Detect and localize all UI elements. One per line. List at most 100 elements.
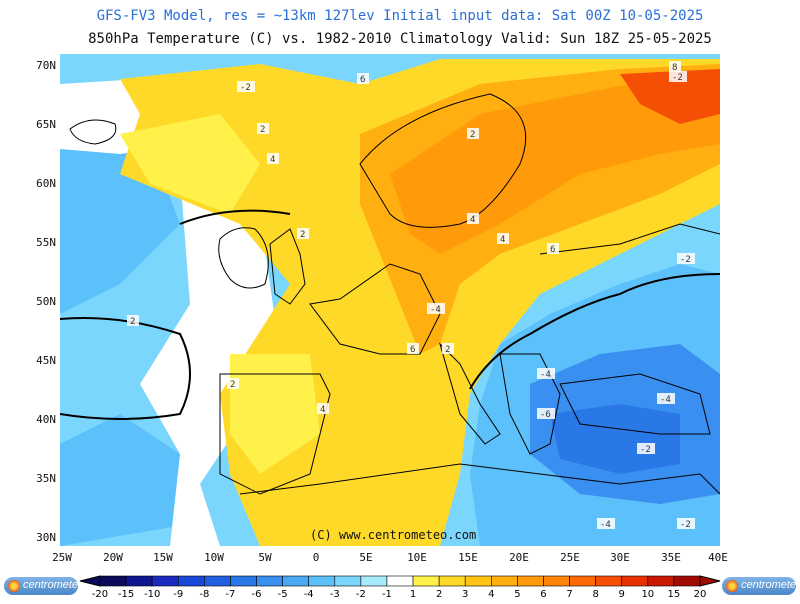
- lat-label: 70N: [36, 59, 56, 72]
- anomaly-area-neutral-2: [140, 174, 280, 546]
- lon-label: 5W: [258, 551, 272, 564]
- contour-label: -4: [540, 370, 551, 380]
- colorbar-tick-label: -10: [144, 589, 161, 600]
- anomaly-area-hot: [390, 74, 720, 254]
- field-title: 850hPa Temperature (C) vs. 1982-2010 Cli…: [88, 31, 712, 47]
- contour-label-bg: [267, 153, 279, 164]
- colorbar-segment: [204, 575, 231, 587]
- colorbar-tick-label: -6: [251, 589, 262, 600]
- brand-name: centrometeo: [23, 579, 85, 591]
- colorbar-segment: [386, 575, 414, 587]
- contour-label: 2: [470, 130, 475, 140]
- contour-label-bg: [427, 303, 445, 314]
- lat-label: 60N: [36, 177, 56, 190]
- brand-logo-icon: [726, 580, 738, 592]
- contour-label-bg: [317, 403, 329, 414]
- anomaly-area-warm-light: [120, 114, 260, 214]
- contour-label: 2: [300, 230, 305, 240]
- contour-label-bg: [467, 213, 479, 224]
- lat-label: 30N: [36, 531, 56, 544]
- contour-label: 2: [445, 345, 450, 355]
- contour-label-bg: [497, 233, 509, 244]
- colorbar-segment: [230, 575, 257, 587]
- colorbar-tick-label: -20: [91, 589, 109, 600]
- contour-label-bg: [442, 343, 454, 354]
- anomaly-area-very-hot: [620, 69, 720, 124]
- brand-logo-right: centrometeo: [722, 577, 800, 595]
- anomaly-area-coldest-se: [550, 404, 680, 474]
- brand-name: centrometeo: [741, 579, 800, 591]
- colorbar-segment: [438, 575, 466, 587]
- contour-label: 4: [270, 155, 275, 165]
- colorbar-tick-label: -5: [277, 589, 288, 600]
- colorbar-tick-label: 9: [618, 589, 625, 600]
- colorbar-tick-label: -2: [355, 589, 366, 600]
- contour-label: -2: [240, 83, 251, 93]
- colorbar-tick-label: -4: [303, 589, 314, 600]
- colorbar-segment: [543, 575, 570, 587]
- colorbar-footer: [0, 572, 800, 600]
- lon-label: 20E: [509, 551, 529, 564]
- colorbar-tick-label: 20: [693, 589, 707, 600]
- colorbar-segment: [464, 575, 492, 587]
- contour-label: 4: [500, 235, 505, 245]
- contour-label: -4: [660, 395, 671, 405]
- contour-label-bg: [407, 343, 419, 354]
- colorbar-tick-label: -7: [225, 589, 236, 600]
- lon-label: 25W: [52, 551, 72, 564]
- colorbar-segment: [256, 575, 283, 587]
- colorbar-segment: [334, 575, 362, 587]
- colorbar-segment: [673, 575, 701, 587]
- colorbar-segment: [595, 575, 623, 587]
- colorbar-tick-label: 2: [435, 589, 443, 600]
- lon-label: 5E: [359, 551, 373, 564]
- colorbar-tick-label: 5: [514, 589, 521, 600]
- contour-label: 2: [130, 317, 135, 327]
- contour-label: -6: [540, 410, 551, 420]
- contour-label-bg: [657, 393, 675, 404]
- contour-label-bg: [537, 408, 555, 419]
- lat-label: 65N: [36, 118, 56, 131]
- colorbar-segment: [412, 575, 440, 587]
- contour-label: 4: [320, 405, 325, 415]
- colorbar: [79, 575, 721, 587]
- brand-logo-left: centrometeo: [4, 577, 84, 595]
- contour-label: 2: [260, 125, 265, 135]
- contour-label-bg: [669, 71, 687, 82]
- colorbar-segment: [177, 575, 205, 587]
- colorbar-segment: [360, 575, 388, 587]
- colorbar-tick-label: 10: [641, 589, 655, 600]
- colorbar-segment: [647, 575, 675, 587]
- contour-label-bg: [237, 81, 255, 92]
- lon-label: 0: [312, 551, 320, 564]
- lon-label: 30E: [610, 551, 630, 564]
- colorbar-segment: [517, 575, 544, 587]
- contour-label-bg: [677, 518, 695, 529]
- lon-label: 25E: [560, 551, 580, 564]
- contour-label: -2: [680, 520, 691, 530]
- contour-label: -4: [430, 305, 441, 315]
- contour-label-bg: [257, 123, 269, 134]
- colorbar-tick-label: 7: [566, 589, 573, 600]
- colorbar-segment: [308, 575, 336, 587]
- lat-label: 50N: [36, 295, 56, 308]
- contour-label: 6: [550, 245, 555, 255]
- contour-label: -2: [680, 255, 691, 265]
- colorbar-segment: [621, 575, 649, 587]
- lat-label: 40N: [36, 413, 56, 426]
- colorbar-tick-label: -15: [117, 589, 135, 600]
- colorbar-tick-label: 15: [667, 589, 681, 600]
- colorbar-tick-label: 8: [592, 589, 599, 600]
- colorbar-tick-label: 6: [540, 589, 547, 600]
- lon-label: 15W: [153, 551, 173, 564]
- contour-label-bg: [357, 73, 369, 84]
- contour-label: 6: [360, 75, 365, 85]
- colorbar-segment: [99, 575, 127, 587]
- contour-label-bg: [537, 368, 555, 379]
- colorbar-tick-label: -9: [173, 589, 184, 600]
- contour-label: -2: [640, 445, 651, 455]
- contour-label-bg: [127, 315, 139, 326]
- zero-contour: [60, 209, 720, 420]
